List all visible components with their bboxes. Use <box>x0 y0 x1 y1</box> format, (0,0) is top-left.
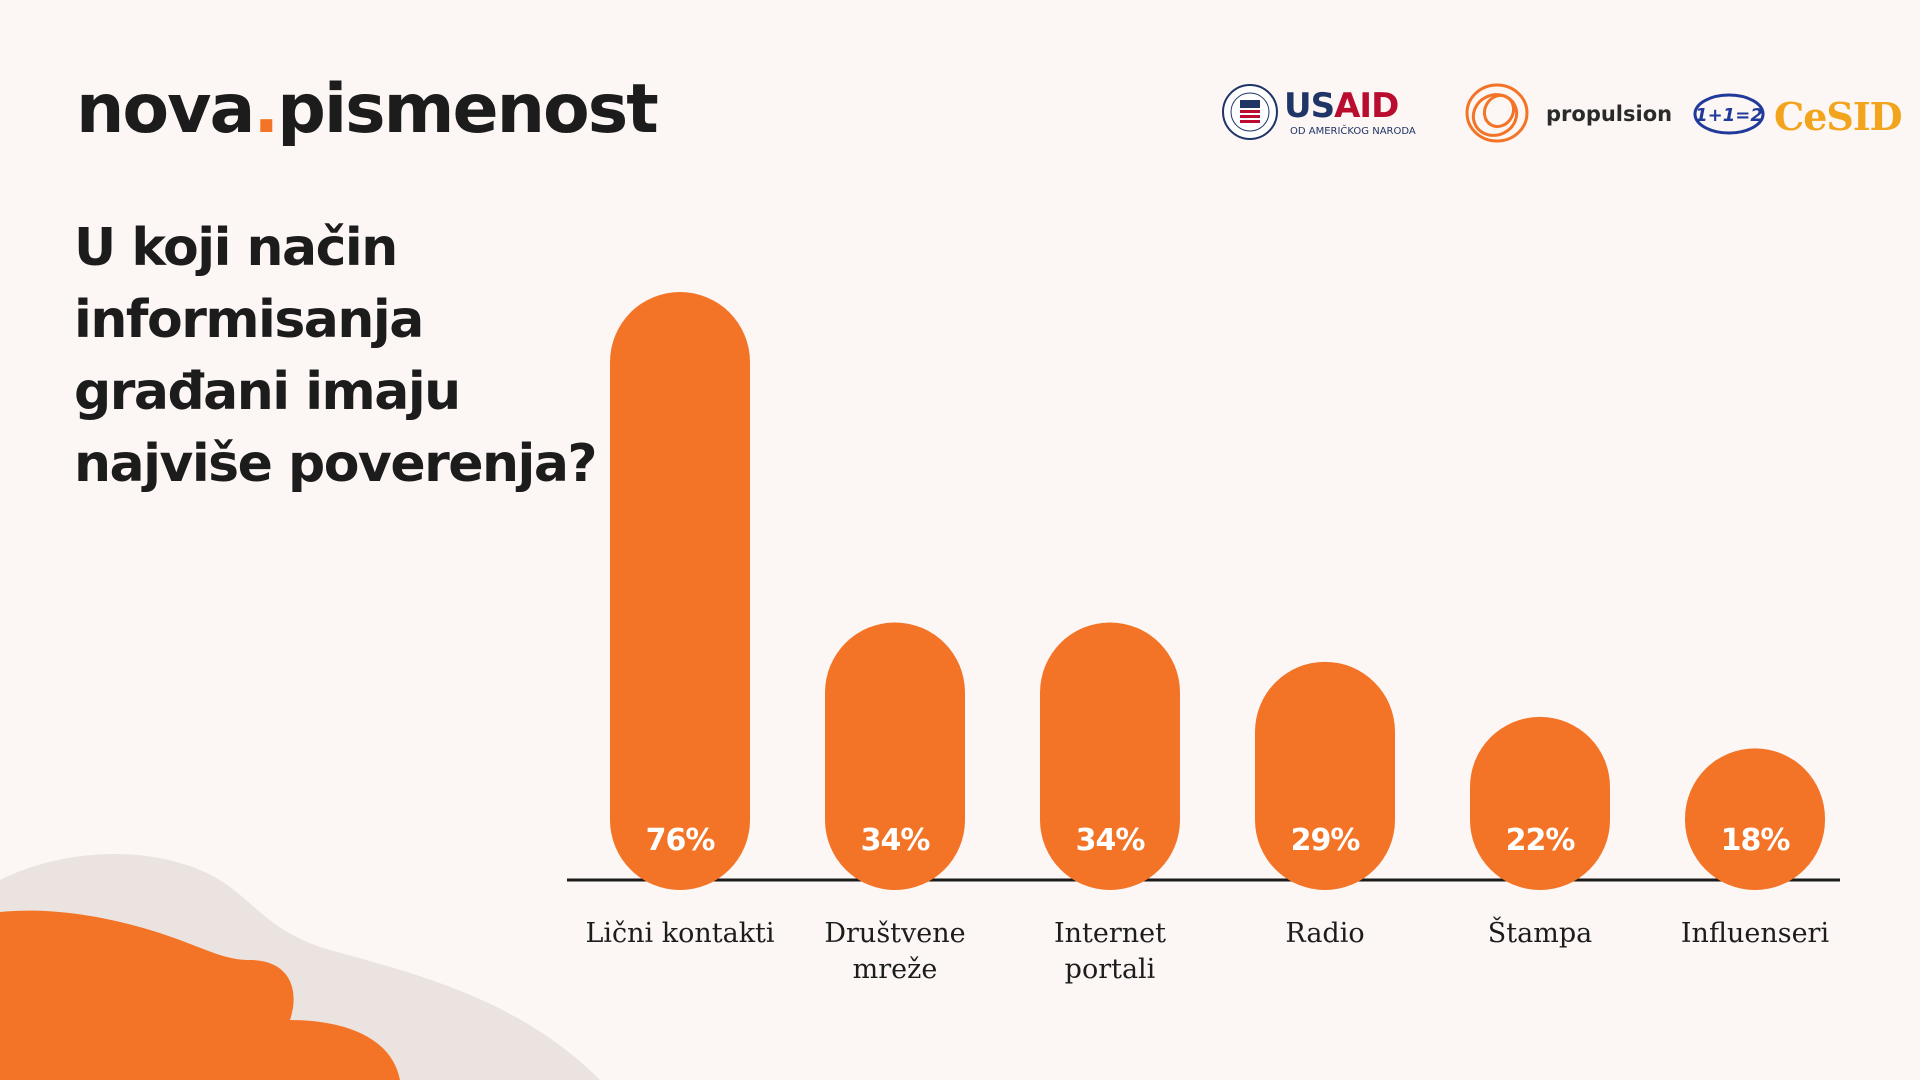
category-label-3: Radio <box>1285 918 1364 949</box>
propulsion-swirl-icon <box>1465 83 1529 143</box>
cesid-equation: 1+1=2 <box>1695 105 1763 126</box>
usaid-us: US <box>1284 86 1335 126</box>
bar-4 <box>1470 716 1610 890</box>
bar-3 <box>1255 661 1395 890</box>
bar-value-label-2: 34% <box>1076 823 1146 858</box>
brand-name-left: nova <box>76 70 255 149</box>
bar-2 <box>1040 622 1180 890</box>
usaid-subtitle: OD AMERIČKOG NARODA <box>1290 126 1416 137</box>
bar-1 <box>825 622 965 890</box>
brand-name-right: pismenost <box>277 70 659 149</box>
bar-value-label-0: 76% <box>646 823 716 858</box>
category-label-0: Lični kontakti <box>585 918 774 949</box>
category-label-1: Društvene mreže <box>824 918 965 985</box>
bar-0 <box>610 292 750 890</box>
partner-logos: USAID OD AMERIČKOG NARODA propulsion 1+1… <box>0 80 1920 160</box>
category-label-4: Štampa <box>1488 915 1592 949</box>
bar-value-label-3: 29% <box>1291 823 1361 858</box>
usaid-aid: AID <box>1334 86 1399 126</box>
brand-dot: . <box>253 70 279 149</box>
cesid-ellipse-icon: 1+1=2 <box>1693 93 1765 135</box>
category-label-5: Influenseri <box>1681 918 1830 949</box>
question-title: U koji način informisanja građani imaju … <box>74 218 598 494</box>
brand-logo: nova.pismenost <box>76 70 659 149</box>
bar-value-label-4: 22% <box>1506 823 1576 858</box>
bar-value-label-1: 34% <box>861 823 931 858</box>
usaid-seal-icon <box>1222 84 1278 140</box>
usaid-wordmark: USAID <box>1284 86 1399 126</box>
category-label-2: Internet portali <box>1054 918 1166 985</box>
bar-5 <box>1685 748 1825 890</box>
propulsion-wordmark: propulsion <box>1546 102 1673 126</box>
cesid-wordmark: CeSID <box>1774 94 1903 139</box>
decorative-wave-blob <box>0 853 600 1080</box>
bar-value-label-5: 18% <box>1721 823 1791 858</box>
